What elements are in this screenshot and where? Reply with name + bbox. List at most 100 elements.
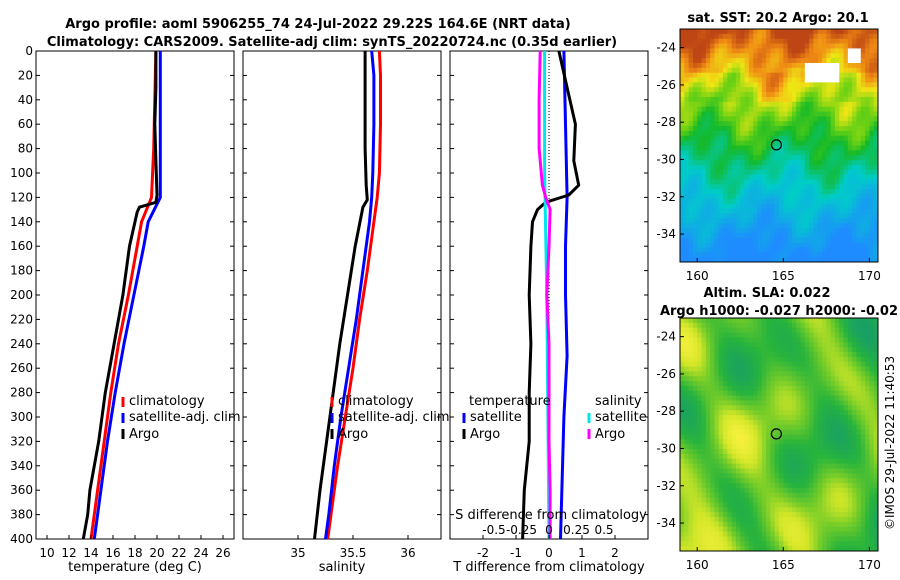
map-cell [718,179,724,185]
map-cell [705,228,711,234]
map-cell [856,526,862,532]
map-cell [740,507,745,513]
map-cell [779,208,784,214]
map-cell [813,536,819,542]
map-cell [809,203,814,209]
map-cell [843,67,849,74]
map-cell [757,318,763,324]
map-cell [727,468,733,474]
map-cell [753,96,758,103]
map-cell [697,58,702,64]
map-cell [783,492,788,498]
map-cell [770,87,776,93]
map-cell [714,257,720,263]
map-cell [822,381,827,387]
map-cell [710,242,715,248]
map-cell [809,463,814,469]
map-cell [796,361,801,367]
map-cell [727,507,733,513]
map-cell [761,342,767,348]
map-cell [774,512,780,518]
map-cell [740,232,745,239]
map-cell [826,126,832,132]
map-cell [770,410,776,416]
map-cell [804,322,810,329]
map-cell [740,203,745,209]
map-cell [796,242,801,248]
map-cell [770,164,776,171]
map-cell [779,87,784,93]
map-cell [761,67,767,74]
map-cell [761,337,767,343]
map-cell [774,356,780,363]
map-cell [735,395,741,401]
map-cell [744,347,750,353]
map-cell [779,351,784,358]
map-cell [860,145,866,151]
map-cell [714,371,720,377]
map-cell [688,419,694,426]
map-cell [697,453,702,460]
map-cell [766,356,771,363]
map-cell [761,232,767,239]
map-cell [873,521,879,528]
map-cell [787,356,793,363]
series-line-t-satellite [559,50,569,540]
map-cell [753,67,758,74]
map-cell [860,526,866,532]
map-cell [735,29,741,35]
map-cell [761,531,767,537]
map-cell [744,135,750,142]
map-cell [826,507,832,513]
map-cell [779,164,784,171]
map-cell [826,327,832,333]
map-cell [710,213,715,219]
map-cell [779,160,784,166]
map-cell [839,356,844,363]
map-cell [830,72,836,78]
map-cell [856,130,862,137]
map-cell [740,252,745,258]
map-cell [697,483,702,489]
map-cell [735,223,741,229]
map-cell [817,424,823,431]
map-cell [817,58,823,64]
x-tick-label: 35 [290,546,305,560]
map-cell [787,150,793,156]
map-cell [735,327,741,333]
map-cell [839,463,844,469]
map-cell [748,106,754,112]
map-cell [705,237,711,243]
map-cell [817,223,823,229]
map-cell [826,38,832,44]
map-cell [847,526,853,532]
map-cell [774,366,780,372]
map-cell [847,492,853,498]
map-cell [860,400,866,406]
map-cell [830,106,836,112]
map-cell [809,473,814,479]
map-cell [830,179,836,185]
map-cell [796,376,801,382]
map-cell [718,381,724,387]
s-tick-label: 0.25 [563,523,590,537]
map-cell [748,536,754,542]
map-cell [761,184,767,190]
map-cell [714,381,720,387]
map-cell [761,517,767,523]
map-cell [791,473,797,479]
map-cell [692,487,698,494]
map-cell [830,478,836,484]
map-cell [748,381,754,387]
map-cell [757,424,763,431]
map-cell [723,150,728,156]
map-cell [757,77,763,83]
map-cell [826,463,832,469]
map-cell [852,453,857,460]
map-cell [822,400,827,406]
map-cell [830,356,836,363]
map-cell [804,106,810,112]
map-cell [809,247,814,253]
map-cell [770,366,776,372]
map-cell [723,82,728,88]
